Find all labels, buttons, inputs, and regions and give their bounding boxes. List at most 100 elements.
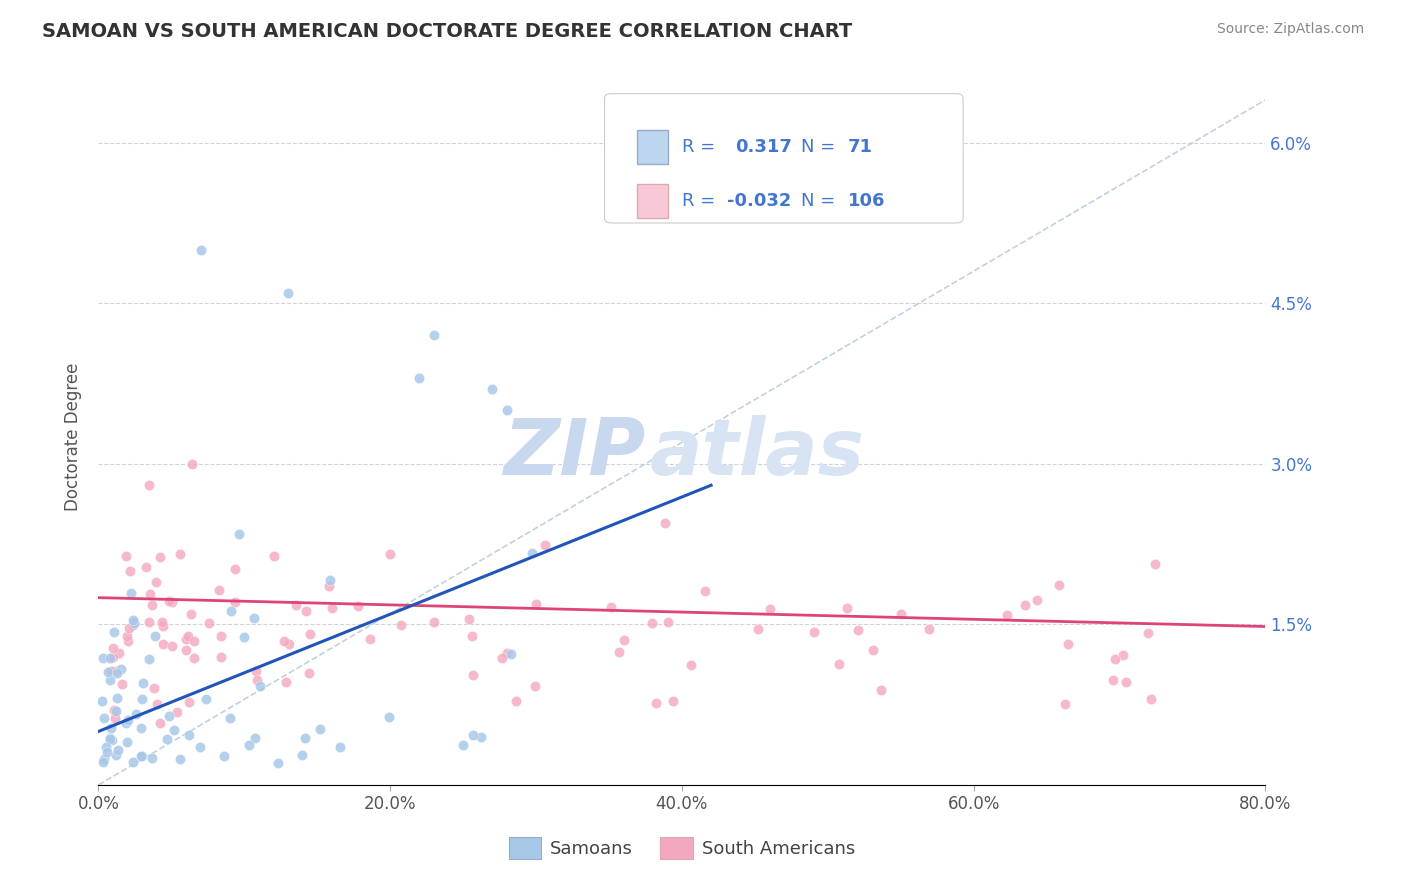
Point — [238, 738, 260, 752]
Point — [135, 560, 157, 574]
Point — [870, 683, 893, 698]
Point — [918, 623, 941, 637]
Point — [166, 705, 188, 719]
Point — [524, 597, 547, 611]
Point — [209, 650, 232, 665]
Point — [224, 561, 246, 575]
Text: R =: R = — [682, 192, 721, 210]
Legend: Samoans, South Americans: Samoans, South Americans — [502, 830, 862, 866]
Point — [120, 586, 142, 600]
Point — [104, 664, 127, 678]
Point — [180, 457, 202, 471]
Point — [218, 711, 240, 725]
Text: -0.032: -0.032 — [727, 192, 792, 210]
Point — [117, 713, 139, 727]
Point — [195, 692, 218, 706]
Point — [228, 527, 250, 541]
Point — [209, 629, 232, 643]
Point — [146, 697, 169, 711]
Point — [101, 650, 124, 665]
Point — [105, 704, 128, 718]
Point — [142, 681, 165, 696]
Text: N =: N = — [801, 138, 841, 156]
Point — [138, 615, 160, 630]
Point — [470, 730, 492, 744]
Point — [491, 650, 513, 665]
Point — [143, 629, 166, 643]
Point — [758, 602, 780, 616]
Point — [1136, 625, 1159, 640]
Point — [458, 612, 481, 626]
Point — [848, 624, 870, 638]
Text: 71: 71 — [848, 138, 873, 156]
Point — [378, 709, 401, 723]
Point — [347, 599, 370, 613]
Point — [100, 721, 122, 735]
Point — [117, 633, 139, 648]
Point — [103, 703, 125, 717]
Point — [267, 756, 290, 770]
Point — [1101, 673, 1123, 687]
Point — [273, 633, 295, 648]
Point — [174, 643, 197, 657]
Point — [499, 647, 522, 661]
Point — [1014, 598, 1036, 612]
Point — [277, 285, 299, 300]
Point — [607, 644, 630, 658]
Point — [524, 679, 547, 693]
Point — [93, 751, 115, 765]
Point — [104, 711, 127, 725]
Point — [108, 646, 131, 660]
Point — [96, 745, 118, 759]
Point — [232, 630, 254, 644]
Point — [188, 739, 211, 754]
Point — [118, 564, 141, 578]
Point — [156, 731, 179, 746]
Point — [101, 732, 124, 747]
Point — [115, 734, 138, 748]
Point — [890, 607, 912, 621]
Point — [408, 371, 430, 385]
Point — [183, 634, 205, 648]
Point — [828, 657, 851, 672]
Point — [122, 613, 145, 627]
Point — [157, 709, 180, 723]
Text: 0.317: 0.317 — [735, 138, 792, 156]
Point — [654, 516, 676, 530]
Point — [105, 666, 128, 681]
Text: N =: N = — [801, 192, 841, 210]
Point — [131, 691, 153, 706]
Point — [152, 637, 174, 651]
Point — [115, 629, 138, 643]
Point — [1104, 652, 1126, 666]
Point — [149, 550, 172, 565]
Point — [481, 382, 503, 396]
Point — [243, 731, 266, 745]
Point — [177, 695, 200, 709]
Point — [157, 594, 180, 608]
Point — [103, 624, 125, 639]
Point — [496, 403, 519, 417]
Text: R =: R = — [682, 138, 721, 156]
Point — [122, 616, 145, 631]
Point — [318, 578, 340, 592]
Point — [180, 607, 202, 622]
Point — [495, 646, 517, 660]
Point — [329, 740, 352, 755]
Point — [835, 601, 858, 615]
Point — [321, 601, 343, 615]
Point — [98, 650, 121, 665]
Point — [520, 546, 543, 560]
Point — [139, 587, 162, 601]
Point — [995, 607, 1018, 622]
Point — [224, 595, 246, 609]
Point — [115, 549, 138, 563]
Point — [197, 616, 219, 631]
Point — [111, 676, 134, 690]
Point — [245, 673, 267, 687]
Point — [179, 728, 201, 742]
Point — [141, 751, 163, 765]
Point — [103, 640, 125, 655]
Point — [862, 643, 884, 657]
Point — [276, 675, 298, 690]
